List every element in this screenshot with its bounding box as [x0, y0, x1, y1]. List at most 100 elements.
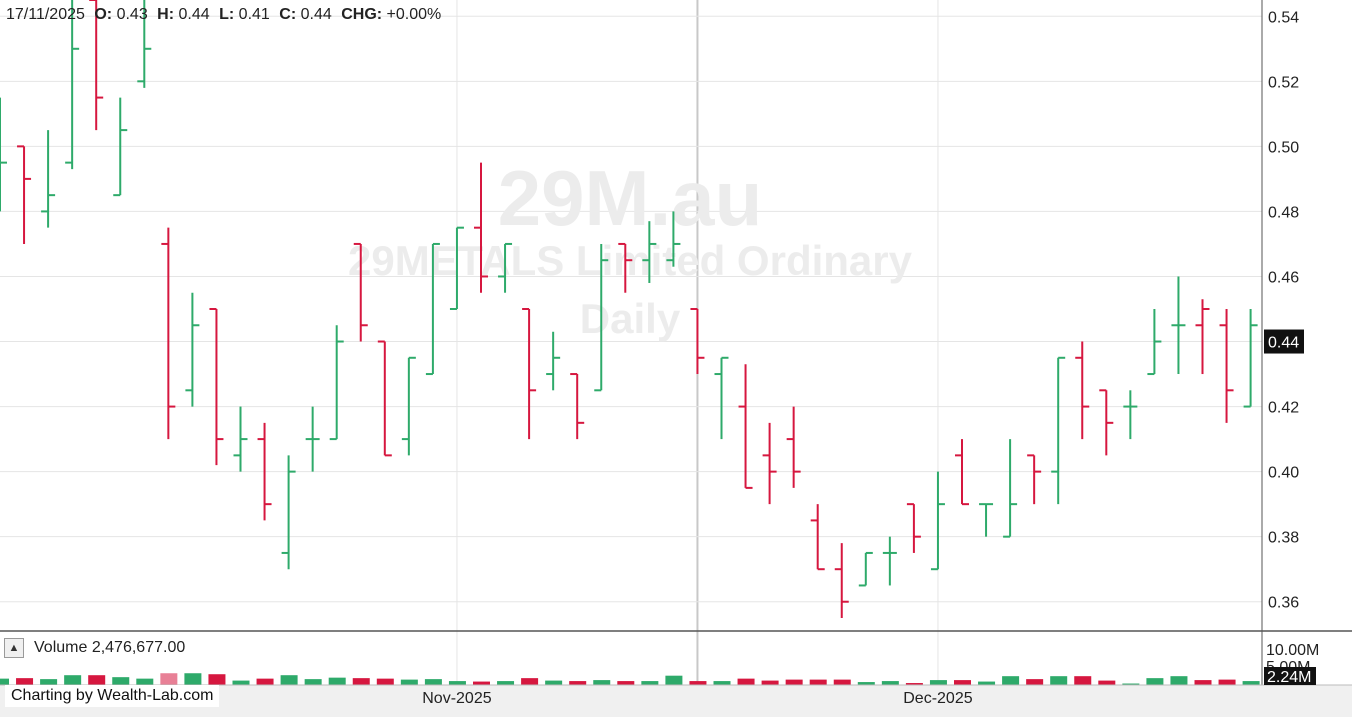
- volume-bar: [857, 682, 875, 685]
- ohlc-bar: [570, 373, 585, 440]
- volume-bar: [40, 679, 58, 685]
- ohlc-bar: [185, 292, 200, 407]
- volume-bar: [761, 680, 779, 685]
- x-tick-label: Dec-2025: [903, 690, 972, 707]
- ohlc-bar: [377, 340, 392, 457]
- ohlc-bar: [89, 0, 104, 131]
- volume-bar: [64, 675, 82, 685]
- volume-bar: [400, 679, 418, 685]
- volume-bar: [737, 678, 755, 685]
- credit-label[interactable]: Charting by Wealth-Lab.com: [5, 685, 220, 707]
- ohlc-bar: [642, 221, 657, 283]
- volume-bar: [881, 681, 899, 685]
- volume-pane-header: ▲ Volume 2,476,677.00: [4, 637, 190, 659]
- y-tick-label: 0.42: [1268, 400, 1299, 417]
- volume-bar: [256, 678, 274, 685]
- ohlc-bar: [113, 97, 128, 197]
- ohlc-bar: [1075, 341, 1090, 440]
- watermark-period: Daily: [580, 295, 681, 342]
- volume-bar: [16, 678, 34, 685]
- ohlc-bar: [762, 422, 777, 505]
- volume-bar: [689, 681, 707, 685]
- ohlc-bar: [1171, 276, 1186, 375]
- ohlc-bar: [594, 243, 609, 392]
- y-tick-label: 0.50: [1268, 139, 1299, 156]
- y-tick-label: 0.48: [1268, 204, 1299, 221]
- volume-bar: [1026, 679, 1044, 685]
- ohlc-bar: [41, 130, 56, 228]
- volume-bar: [785, 679, 803, 685]
- watermark-symbol: 29M.au: [498, 154, 762, 242]
- ohlc-bar: [233, 406, 248, 472]
- ohlc-bar: [618, 242, 633, 293]
- collapse-volume-button[interactable]: ▲: [4, 638, 24, 658]
- volume-bar: [521, 678, 539, 685]
- close-label: C:: [279, 6, 297, 23]
- ohlc-bar: [979, 503, 994, 537]
- volume-bar: [809, 679, 827, 685]
- volume-bar: [929, 680, 947, 685]
- ohlc-bar: [137, 0, 152, 88]
- volume-bar: [665, 675, 683, 685]
- open-value: 0.43: [116, 6, 148, 23]
- volume-max-label: 10.00M: [1266, 642, 1319, 659]
- y-tick-label: 0.52: [1268, 74, 1299, 91]
- volume-bar: [280, 675, 298, 685]
- volume-bar: [1098, 680, 1116, 685]
- volume-bar: [184, 673, 202, 685]
- ohlc-bar: [65, 0, 80, 170]
- volume-current-label: 2.24M: [1267, 669, 1311, 686]
- volume-bar: [713, 681, 731, 685]
- y-tick-label: 0.38: [1268, 530, 1299, 547]
- y-tick-label: 0.40: [1268, 465, 1299, 482]
- volume-bar: [1074, 676, 1092, 685]
- volume-bar: [1218, 679, 1236, 685]
- high-label: H:: [157, 6, 175, 23]
- ohlc-bar: [955, 439, 969, 506]
- volume-bar: [1002, 676, 1020, 685]
- ohlc-bar: [161, 227, 176, 440]
- ohlc-bar: [1195, 299, 1210, 375]
- volume-bar: [569, 681, 587, 685]
- readout-date: 17/11/2025: [6, 6, 85, 23]
- ohlc-bar: [666, 211, 681, 267]
- ohlc-bar: [834, 543, 849, 618]
- volume-bar: [833, 679, 851, 685]
- volume-bar: [448, 681, 466, 685]
- volume-bar: [0, 678, 9, 685]
- volume-bars: [0, 673, 1260, 685]
- y-tick-label: 0.36: [1268, 595, 1299, 612]
- last-price-label: 0.44: [1268, 335, 1299, 352]
- x-axis-band: [0, 685, 1352, 717]
- volume-bar: [424, 679, 442, 685]
- high-value: 0.44: [178, 6, 210, 23]
- ohlc-bar: [930, 471, 945, 571]
- ohlc-bar: [449, 226, 464, 310]
- ohlc-bar: [1147, 308, 1162, 376]
- ohlc-bar: [810, 504, 825, 571]
- ohlc-bar: [281, 455, 296, 570]
- volume-bar: [1050, 676, 1068, 685]
- ohlc-bar: [906, 503, 921, 553]
- y-tick-label: 0.54: [1268, 9, 1299, 26]
- volume-bar: [352, 678, 370, 685]
- volume-bar: [328, 677, 346, 685]
- volume-current-badge: [1264, 667, 1316, 685]
- volume-bar: [1194, 680, 1212, 685]
- volume-bar: [497, 681, 515, 685]
- ohlc-bar: [498, 242, 513, 293]
- ohlc-bar: [0, 97, 7, 212]
- change-value: +0.00%: [386, 6, 442, 23]
- ohlc-bar: [17, 145, 32, 244]
- ohlc-bar: [329, 325, 344, 441]
- ohlc-bar: [1051, 356, 1066, 505]
- volume-bar: [304, 679, 322, 685]
- volume-bar: [641, 681, 659, 685]
- volume-bar: [545, 680, 563, 685]
- volume-bar: [136, 678, 154, 685]
- volume-bar: [1242, 681, 1260, 685]
- volume-bar: [954, 680, 971, 685]
- ohlc-bar: [1219, 308, 1234, 423]
- ohlc-bar: [522, 307, 537, 440]
